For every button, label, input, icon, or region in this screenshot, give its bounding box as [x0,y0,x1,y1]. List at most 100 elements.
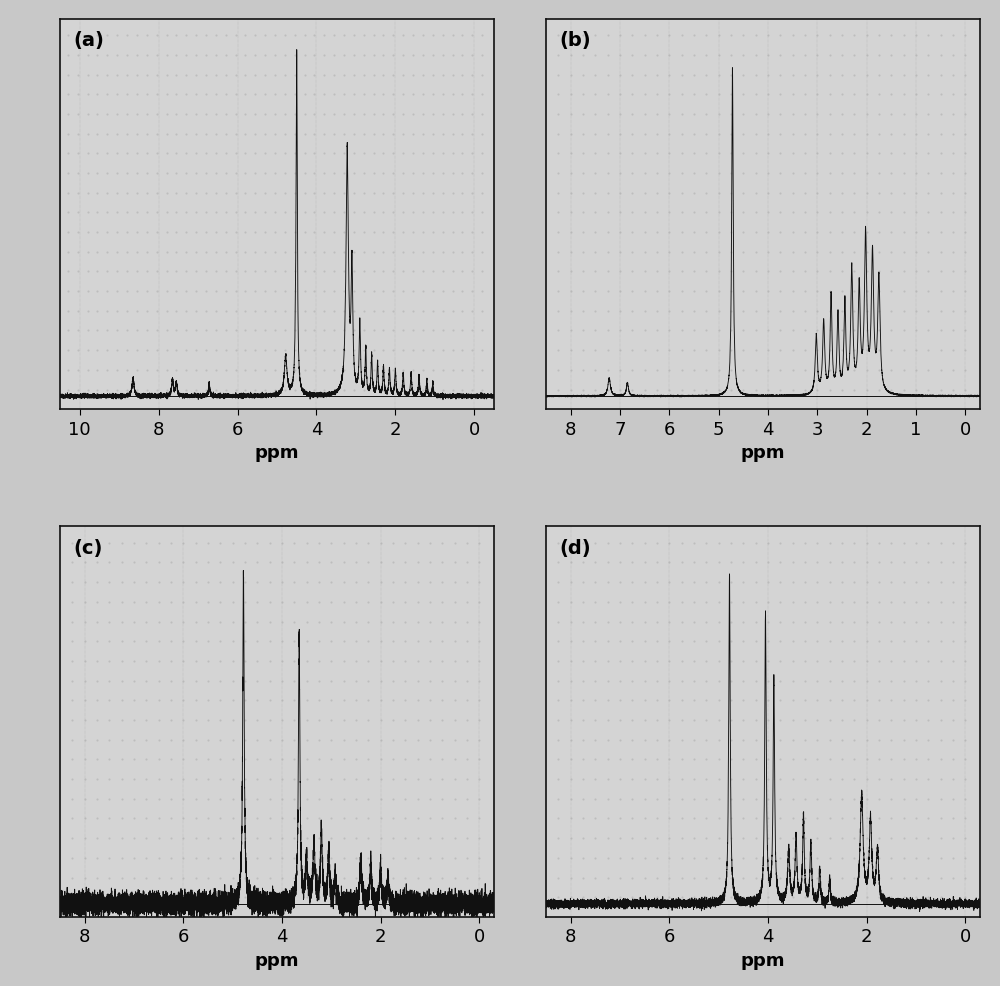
Point [661,68,677,84]
Point [471,850,487,866]
Point [883,830,899,846]
Point [723,575,739,591]
Point [129,383,145,398]
Point [624,889,640,905]
Point [126,673,142,689]
Point [138,830,154,846]
Point [178,185,194,201]
Point [834,791,850,807]
Point [661,673,677,689]
Point [405,106,421,122]
Point [600,535,616,551]
Point [109,284,125,300]
Point [859,185,875,201]
Point [114,634,130,650]
Point [859,343,875,359]
Point [575,323,591,339]
Point [454,48,470,64]
Point [454,323,470,339]
Point [385,870,401,885]
Point [896,284,912,300]
Point [356,185,372,201]
Point [397,771,413,787]
Point [80,106,96,122]
Point [286,889,302,905]
Point [397,575,413,591]
Point [397,614,413,630]
Point [435,68,451,84]
Point [624,48,640,64]
Point [920,48,936,64]
Point [612,830,628,846]
Point [698,870,714,885]
Point [405,48,421,64]
Point [575,126,591,142]
Point [587,185,603,201]
Point [624,383,640,398]
Point [908,535,924,551]
Point [957,225,973,241]
Point [587,693,603,709]
Point [822,166,838,181]
Point [723,889,739,905]
Point [834,555,850,571]
Point [809,284,825,300]
Point [208,146,224,162]
Point [834,713,850,729]
Point [809,264,825,280]
Point [60,126,76,142]
Point [550,535,566,551]
Point [711,850,727,866]
Point [119,284,135,300]
Point [149,284,165,300]
Point [274,830,290,846]
Point [624,575,640,591]
Point [834,889,850,905]
Point [735,889,751,905]
Point [375,48,391,64]
Point [674,850,690,866]
Point [60,343,76,359]
Point [711,575,727,591]
Point [163,870,179,885]
Point [711,363,727,379]
Point [600,850,616,866]
Point [760,751,776,767]
Point [425,87,441,103]
Point [587,363,603,379]
Point [267,225,283,241]
Point [326,126,342,142]
Point [661,751,677,767]
Point [760,889,776,905]
Point [247,185,263,201]
Point [447,713,463,729]
Point [698,323,714,339]
Point [360,673,376,689]
Point [637,555,653,571]
Point [249,713,265,729]
Point [711,654,727,669]
Point [698,284,714,300]
Point [600,810,616,826]
Point [760,225,776,241]
Point [723,284,739,300]
Point [119,48,135,64]
Point [464,304,480,319]
Point [109,126,125,142]
Point [908,634,924,650]
Point [809,634,825,650]
Point [920,771,936,787]
Point [286,791,302,807]
Point [80,29,96,44]
Point [225,732,241,747]
Point [896,106,912,122]
Point [249,654,265,669]
Point [735,304,751,319]
Point [550,205,566,221]
Point [612,363,628,379]
Point [360,810,376,826]
Point [600,732,616,747]
Point [422,771,438,787]
Point [410,555,426,571]
Point [237,654,253,669]
